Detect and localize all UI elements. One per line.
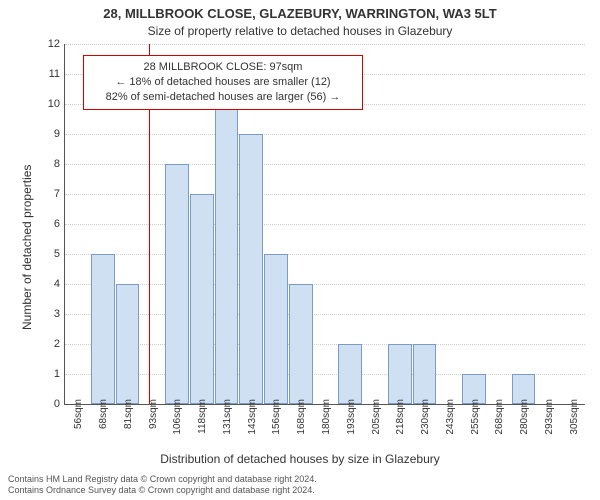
bar [116,284,140,404]
y-tick-label: 4 [32,278,60,290]
bar-slot: 218sqm [387,44,412,404]
y-tick-label: 9 [32,128,60,140]
x-tick-label: 305sqm [569,399,580,435]
chart-plot-area: 56sqm68sqm81sqm93sqm106sqm118sqm131sqm14… [64,44,585,405]
bar-slot: 205sqm [362,44,387,404]
x-tick-label: 180sqm [321,399,332,435]
y-tick-label: 0 [32,398,60,410]
y-tick-label: 6 [32,218,60,230]
footer-line-1: Contains HM Land Registry data © Crown c… [8,474,592,485]
y-tick-label: 2 [32,338,60,350]
x-tick-label: 81sqm [123,399,134,429]
y-tick-label: 8 [32,158,60,170]
bar [388,344,412,404]
bar-slot: 268sqm [486,44,511,404]
bar-slot: 243sqm [436,44,461,404]
x-tick-label: 131sqm [222,399,233,435]
x-tick-label: 280sqm [519,399,530,435]
y-tick-label: 5 [32,248,60,260]
y-tick-label: 12 [32,38,60,50]
bar [413,344,437,404]
y-tick-label: 7 [32,188,60,200]
x-tick-label: 143sqm [247,399,258,435]
bar [338,344,362,404]
x-tick-label: 230sqm [420,399,431,435]
annotation-line: 28 MILLBROOK CLOSE: 97sqm [90,60,356,75]
chart-title: 28, MILLBROOK CLOSE, GLAZEBURY, WARRINGT… [0,6,600,21]
footer-line-2: Contains Ordnance Survey data © Crown co… [8,485,592,496]
bar [289,284,313,404]
y-tick-label: 11 [32,68,60,80]
x-tick-label: 293sqm [544,399,555,435]
bar [165,164,189,404]
x-axis-label: Distribution of detached houses by size … [0,452,600,466]
x-tick-label: 168sqm [296,399,307,435]
x-tick-label: 255sqm [470,399,481,435]
x-tick-label: 118sqm [197,399,208,434]
x-tick-label: 205sqm [371,399,382,435]
y-tick-label: 1 [32,368,60,380]
x-tick-label: 243sqm [445,399,456,435]
x-tick-label: 218sqm [395,399,406,435]
bar [91,254,115,404]
bar-slot: 305sqm [560,44,585,404]
x-tick-label: 56sqm [73,399,84,429]
x-tick-label: 193sqm [346,399,357,435]
x-tick-label: 106sqm [172,399,183,435]
x-tick-label: 68sqm [98,399,109,429]
bar-slot: 255sqm [461,44,486,404]
bar-slot: 280sqm [511,44,536,404]
footer-attribution: Contains HM Land Registry data © Crown c… [8,474,592,497]
bar [239,134,263,404]
y-tick-label: 3 [32,308,60,320]
bar-slot: 293sqm [535,44,560,404]
x-tick-label: 268sqm [494,399,505,435]
bar [215,104,239,404]
chart-subtitle: Size of property relative to detached ho… [0,24,600,38]
annotation-callout: 28 MILLBROOK CLOSE: 97sqm← 18% of detach… [83,55,363,110]
annotation-line: 82% of semi-detached houses are larger (… [90,90,356,105]
bar [264,254,288,404]
x-tick-label: 156sqm [271,399,282,435]
y-tick-label: 10 [32,98,60,110]
annotation-line: ← 18% of detached houses are smaller (12… [90,75,356,90]
bar [190,194,214,404]
bar-slot: 230sqm [412,44,437,404]
